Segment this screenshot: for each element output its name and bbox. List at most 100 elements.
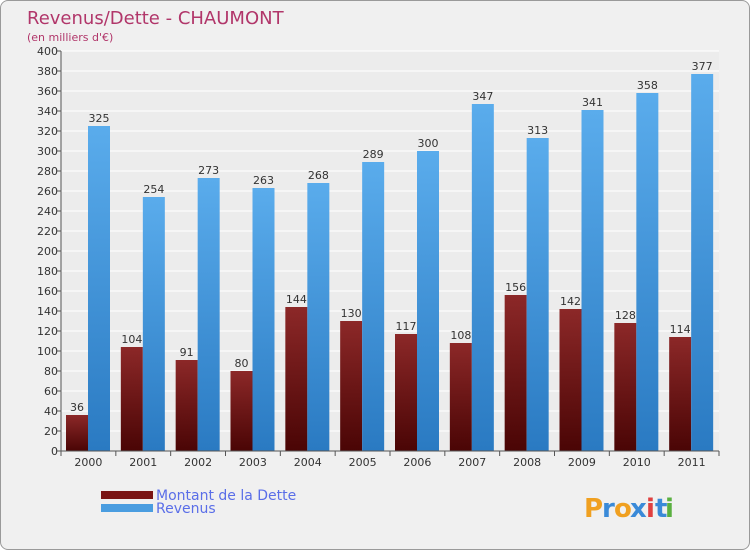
bar-revenus [526,138,549,451]
bar-dette [669,337,692,451]
y-tick-label: 120 [37,325,58,338]
y-tick-label: 280 [37,165,58,178]
bar-dette [449,343,472,451]
data-label: 300 [418,137,439,150]
bar-dette [230,371,253,451]
data-label: 358 [637,79,658,92]
logo-letter: o [614,494,632,524]
data-label: 108 [450,329,471,342]
y-tick-label: 400 [37,45,58,58]
data-label: 114 [670,323,691,336]
legend-label-dette: Montant de la Dette [156,488,296,504]
bar-revenus [252,188,275,451]
bar-revenus [197,178,220,451]
proxiti-logo: Pr ox i ti [584,494,674,524]
y-tick-label: 220 [37,225,58,238]
logo-letter: t [655,494,667,524]
y-tick-label: 0 [51,445,58,458]
y-tick-label: 360 [37,85,58,98]
y-tick-label: 240 [37,205,58,218]
y-tick-label: 20 [44,425,58,438]
data-label: 91 [180,346,194,359]
logo-letter: r [602,494,615,524]
x-tick-label: 2004 [294,456,322,469]
data-label: 325 [89,112,110,125]
bar-revenus [142,197,165,451]
bar-revenus [88,126,110,451]
data-label: 144 [286,293,307,306]
data-label: 313 [527,124,548,137]
y-tick-label: 60 [44,385,58,398]
data-label: 117 [396,320,417,333]
legend-swatch-revenus [101,504,153,512]
data-label: 263 [253,174,274,187]
bar-revenus [417,151,439,451]
legend-label-revenus: Revenus [156,501,216,517]
bar-dette [504,295,527,451]
y-tick-label: 80 [44,365,58,378]
bar-dette [559,309,582,451]
data-label: 254 [143,183,164,196]
x-tick-label: 2007 [458,456,486,469]
x-tick-label: 2008 [513,456,541,469]
bar-revenus [471,104,494,451]
y-tick-label: 320 [37,125,58,138]
legend-swatch-dette [101,491,153,499]
y-tick-label: 200 [37,245,58,258]
data-label: 156 [505,281,526,294]
logo-letter: i [665,494,674,524]
bar-revenus [581,110,604,451]
data-label: 289 [363,148,384,161]
x-tick-label: 2011 [678,456,706,469]
chart-subtitle: (en milliers d'€) [27,31,113,44]
logo-letter: x [630,494,647,524]
data-label: 142 [560,295,581,308]
bar-revenus [362,162,385,451]
y-axis: 0 20 40 60 80 100 120 140 160 180 200 220 240 260 280 3… [37,45,62,458]
data-label: 80 [235,357,249,370]
y-tick-label: 100 [37,345,58,358]
y-tick-label: 180 [37,265,58,278]
bar-revenus [636,93,659,451]
bar-dette [175,360,198,451]
data-label: 36 [70,401,84,414]
y-tick-label: 260 [37,185,58,198]
chart-title: Revenus/Dette - CHAUMONT [27,8,285,29]
grid-lines [61,50,719,452]
bar-dette [120,347,143,451]
data-label: 268 [308,169,329,182]
bar-revenus [307,183,330,451]
logo-letter: P [584,494,603,524]
x-tick-label: 2006 [403,456,431,469]
bar-dette [614,323,637,451]
bar-dette [395,334,417,451]
data-label: 273 [198,164,219,177]
y-tick-label: 340 [37,105,58,118]
x-tick-label: 2000 [74,456,102,469]
y-tick-label: 140 [37,305,58,318]
data-label: 347 [472,90,493,103]
x-tick-label: 2009 [568,456,596,469]
data-label: 377 [692,60,713,73]
x-tick-label: 2010 [623,456,651,469]
y-tick-label: 380 [37,65,58,78]
data-label: 341 [582,96,603,109]
y-tick-label: 300 [37,145,58,158]
x-tick-label: 2002 [184,456,212,469]
bars-group: 36 325 104 254 91 273 80 263 144 268 130 289 117 300 1… [66,60,714,451]
y-tick-label: 40 [44,405,58,418]
bar-dette [340,321,363,451]
x-tick-label: 2003 [239,456,267,469]
logo-letter: i [646,494,655,524]
bar-revenus [691,74,714,451]
x-axis: 2000 2001 2002 2003 2004 2005 2006 2007 2008 2009… [60,450,720,469]
x-tick-label: 2005 [349,456,377,469]
bar-dette [66,415,88,451]
data-label: 130 [341,307,362,320]
bar-dette [285,307,308,451]
y-tick-label: 160 [37,285,58,298]
data-label: 128 [615,309,636,322]
